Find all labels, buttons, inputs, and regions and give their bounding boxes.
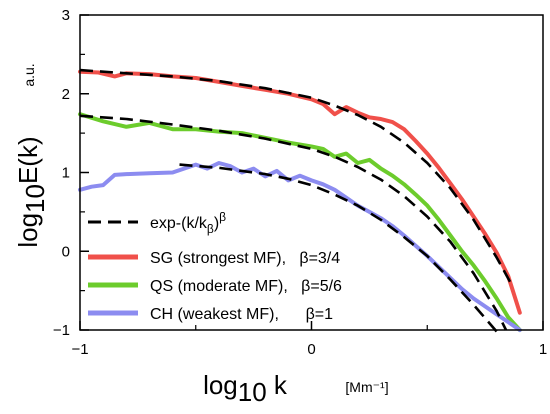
x-tick-label: −1 (71, 341, 88, 358)
fit-layer (79, 68, 512, 333)
fit-line-3 (179, 163, 498, 333)
y-tick-label: 1 (62, 165, 70, 182)
x-axis-label: log10 k (203, 370, 288, 407)
y-tick-label: 3 (62, 7, 70, 24)
legend: exp-(k/kβ)β SG (strongest MF), β=3/4 QS (… (88, 210, 342, 323)
x-tick-label: 0 (307, 341, 315, 358)
y-axis-unit: a.u. (21, 63, 37, 86)
fit-line-2 (79, 114, 508, 331)
y-tick-label: 0 (62, 243, 70, 260)
legend-label-qs: QS (moderate MF), β=5/6 (150, 278, 342, 295)
tick-layer: −1 0 1 −1 0 1 2 3 (53, 7, 547, 358)
fit-line-1 (79, 68, 512, 284)
x-axis-unit: [Mm⁻¹] (345, 379, 388, 395)
y-tick-label: 2 (62, 86, 70, 103)
y-tick-label: −1 (53, 322, 70, 339)
x-tick-label: 1 (539, 341, 547, 358)
series-line-qs (78, 112, 522, 332)
legend-series: SG (strongest MF), β=3/4 QS (moderate MF)… (88, 250, 342, 323)
y-axis-label: log10E(k) (13, 136, 50, 247)
legend-label-ch: CH (weakest MF), β=1 (150, 306, 333, 323)
legend-label-sg: SG (strongest MF), β=3/4 (150, 250, 340, 267)
legend-fit-label: exp-(k/kβ)β (150, 210, 226, 236)
